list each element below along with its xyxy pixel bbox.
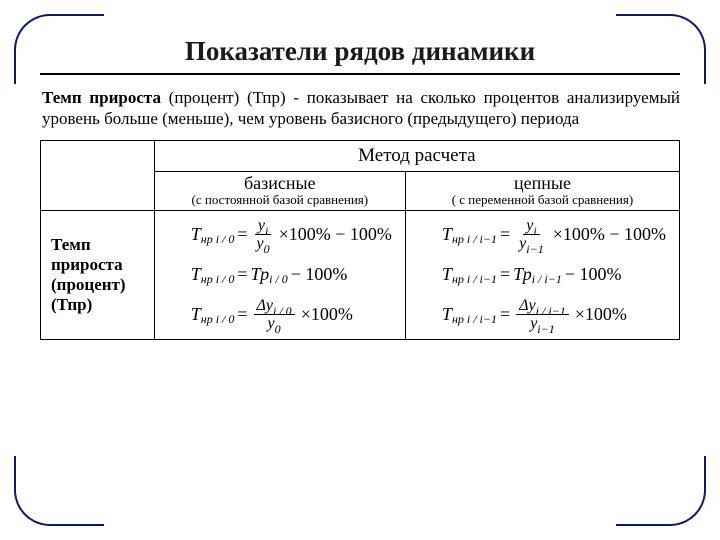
description-bold: Темп прироста [42, 88, 161, 107]
slide-content: Показатели рядов динамики Темп прироста … [40, 36, 680, 500]
row-header: Темп прироста (процент) (Тпр) [41, 210, 155, 339]
description: Темп прироста (процент) (Тпр) - показыва… [40, 87, 680, 130]
column-header-basic: базисные (с постоянной базой сравнения) [154, 171, 405, 210]
formula: Тнр i / 0=Δyi / 0y0×100% [191, 297, 395, 333]
formula-table: Метод расчета базисные (с постоянной баз… [40, 140, 680, 340]
formula: Тнр i / 0=Трi / 0 − 100% [191, 264, 395, 285]
formula: Тнр i / i−1=Δyi / i−1yi−1×100% [442, 297, 669, 333]
method-header: Метод расчета [154, 140, 679, 171]
title-divider [40, 73, 680, 75]
formula: Тнр i / i−1=yiyi−1×100% − 100% [442, 217, 669, 253]
cell-chain: Тнр i / i−1=yiyi−1×100% − 100% Тнр i / i−… [405, 210, 679, 339]
slide-title: Показатели рядов динамики [40, 36, 680, 67]
formula: Тнр i / 0=yiy0×100% − 100% [191, 217, 395, 253]
formula: Тнр i / i−1=Трi / i−1 − 100% [442, 264, 669, 285]
column-header-chain: цепные ( с переменной базой сравнения) [405, 171, 679, 210]
cell-basic: Тнр i / 0=yiy0×100% − 100% Тнр i / 0=Трi … [154, 210, 405, 339]
